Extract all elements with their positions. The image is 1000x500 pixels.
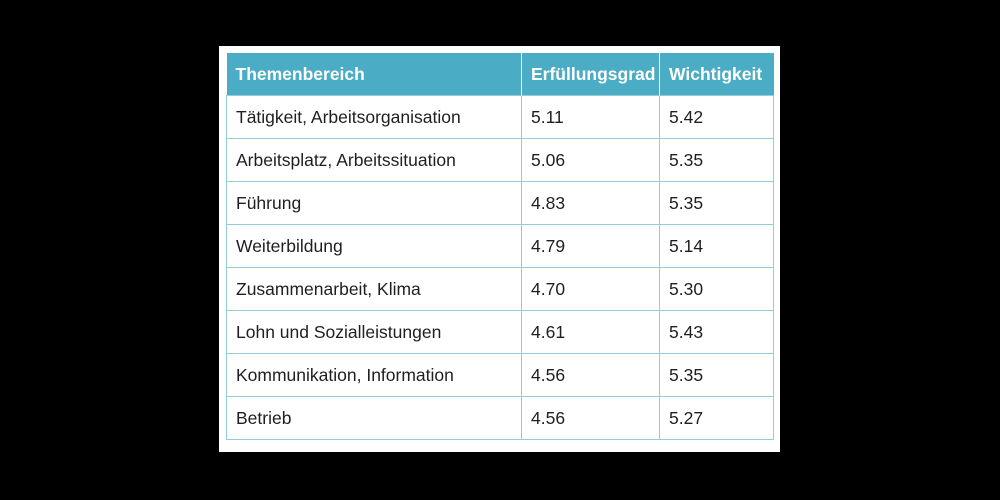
- header-erfuellungsgrad: Erfüllungsgrad: [521, 53, 660, 96]
- cell-themenbereich: Kommunikation, Information: [226, 353, 522, 397]
- cell-erfuellungsgrad: 4.61: [521, 310, 660, 354]
- cell-erfuellungsgrad: 4.79: [521, 224, 660, 268]
- cell-wichtigkeit: 5.30: [659, 267, 774, 311]
- cell-wichtigkeit: 5.35: [659, 138, 774, 182]
- table-body: Tätigkeit, Arbeitsorganisation 5.11 5.42…: [226, 95, 774, 440]
- header-themenbereich: Themenbereich: [226, 53, 522, 96]
- table-header: Themenbereich Erfüllungsgrad Wichtigkeit: [226, 53, 774, 96]
- table-row: Betrieb 4.56 5.27: [226, 396, 774, 440]
- cell-themenbereich: Weiterbildung: [226, 224, 522, 268]
- cell-themenbereich: Führung: [226, 181, 522, 225]
- header-row: Themenbereich Erfüllungsgrad Wichtigkeit: [226, 53, 774, 96]
- cell-wichtigkeit: 5.43: [659, 310, 774, 354]
- cell-themenbereich: Arbeitsplatz, Arbeitssituation: [226, 138, 522, 182]
- header-wichtigkeit: Wichtigkeit: [659, 53, 774, 96]
- cell-erfuellungsgrad: 5.06: [521, 138, 660, 182]
- cell-erfuellungsgrad: 5.11: [521, 95, 660, 139]
- table-row: Führung 4.83 5.35: [226, 181, 774, 225]
- cell-erfuellungsgrad: 4.83: [521, 181, 660, 225]
- cell-themenbereich: Zusammenarbeit, Klima: [226, 267, 522, 311]
- table-card: Themenbereich Erfüllungsgrad Wichtigkeit…: [219, 46, 780, 452]
- cell-themenbereich: Tätigkeit, Arbeitsorganisation: [226, 95, 522, 139]
- cell-wichtigkeit: 5.14: [659, 224, 774, 268]
- cell-wichtigkeit: 5.35: [659, 353, 774, 397]
- cell-themenbereich: Betrieb: [226, 396, 522, 440]
- table-row: Lohn und Sozialleistungen 4.61 5.43: [226, 310, 774, 354]
- cell-wichtigkeit: 5.27: [659, 396, 774, 440]
- cell-erfuellungsgrad: 4.56: [521, 353, 660, 397]
- cell-themenbereich: Lohn und Sozialleistungen: [226, 310, 522, 354]
- table-row: Zusammenarbeit, Klima 4.70 5.30: [226, 267, 774, 311]
- table-row: Tätigkeit, Arbeitsorganisation 5.11 5.42: [226, 95, 774, 139]
- table-row: Kommunikation, Information 4.56 5.35: [226, 353, 774, 397]
- table-row: Weiterbildung 4.79 5.14: [226, 224, 774, 268]
- data-table: Themenbereich Erfüllungsgrad Wichtigkeit…: [226, 53, 774, 440]
- cell-wichtigkeit: 5.35: [659, 181, 774, 225]
- table-row: Arbeitsplatz, Arbeitssituation 5.06 5.35: [226, 138, 774, 182]
- cell-wichtigkeit: 5.42: [659, 95, 774, 139]
- cell-erfuellungsgrad: 4.56: [521, 396, 660, 440]
- cell-erfuellungsgrad: 4.70: [521, 267, 660, 311]
